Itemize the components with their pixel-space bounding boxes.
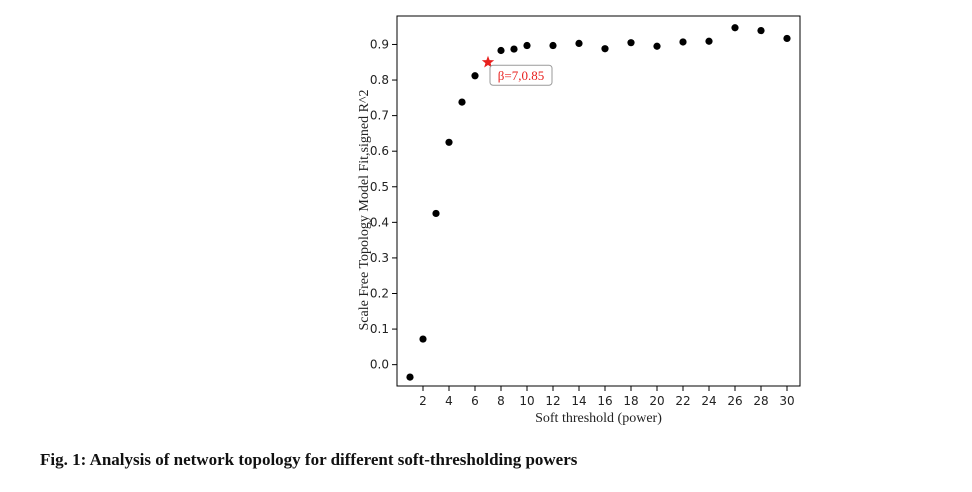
annotation-label: β=7,0.85	[498, 68, 544, 83]
data-point	[627, 39, 635, 47]
y-tick-label: 0.8	[370, 73, 389, 87]
y-tick-label: 0.4	[370, 215, 389, 229]
y-tick-label: 0.2	[370, 287, 389, 301]
y-tick-label: 0.3	[370, 251, 389, 265]
data-point	[549, 41, 557, 50]
y-tick-label: 0.1	[370, 322, 389, 336]
highlight-marker: β=7,0.85	[481, 55, 553, 86]
data-point	[445, 138, 453, 146]
axes	[396, 15, 801, 387]
x-tick-label: 30	[779, 394, 794, 408]
x-axis-label: Soft threshold (power)	[535, 411, 662, 426]
y-tick-label: 0.6	[370, 144, 389, 158]
data-point	[406, 373, 414, 381]
data-point	[419, 335, 427, 343]
y-tick-label: 0.7	[370, 109, 389, 123]
x-tick-label: 20	[649, 394, 664, 408]
x-tick-label: 6	[471, 394, 479, 408]
x-ticks: 2 4 6 8 10 12 14 16 18 20 22 24 26 28 30	[419, 386, 795, 408]
x-tick-label: 8	[497, 394, 505, 408]
data-point	[679, 38, 687, 46]
data-points	[406, 24, 791, 381]
data-point	[523, 41, 531, 50]
data-point	[705, 37, 713, 45]
x-tick-label: 4	[445, 394, 453, 408]
data-point	[458, 98, 466, 106]
data-point	[757, 26, 765, 35]
y-tick-label: 0.9	[370, 37, 389, 51]
x-tick-label: 22	[675, 394, 690, 408]
y-tick-label: 0.5	[370, 180, 389, 194]
x-tick-label: 10	[519, 394, 534, 408]
data-point	[510, 45, 518, 53]
highlight-star	[481, 55, 495, 68]
data-point	[653, 42, 661, 50]
scatter-plot: 2 4 6 8 10 12 14 16 18 20 22 24 26 28 30 0.00.10.20.30…	[357, 15, 801, 426]
x-tick-label: 18	[623, 394, 638, 408]
x-tick-label: 24	[701, 394, 716, 408]
x-tick-label: 16	[597, 394, 612, 408]
figure-caption: Fig. 1: Analysis of network topology for…	[40, 450, 578, 469]
y-axis-label: Scale Free Topology Model Fit,signed R^2	[357, 90, 372, 331]
plot-frame	[396, 15, 801, 387]
y-ticks: 0.0 0.1 0.2 0.3 0.4 0.5 0.6 0.7 0.8 0.9	[370, 37, 397, 372]
data-point	[731, 24, 739, 32]
data-point	[783, 34, 791, 43]
data-point	[575, 39, 583, 47]
x-tick-label: 14	[571, 394, 586, 408]
x-tick-label: 28	[753, 394, 768, 408]
data-point	[497, 46, 505, 55]
data-point	[601, 45, 609, 53]
data-point	[432, 209, 440, 218]
y-tick-label: 0.0	[370, 358, 389, 372]
annotation-box	[489, 64, 553, 86]
x-tick-label: 12	[545, 394, 560, 408]
x-tick-label: 2	[419, 394, 427, 408]
data-point	[471, 72, 479, 80]
x-tick-label: 26	[727, 394, 742, 408]
